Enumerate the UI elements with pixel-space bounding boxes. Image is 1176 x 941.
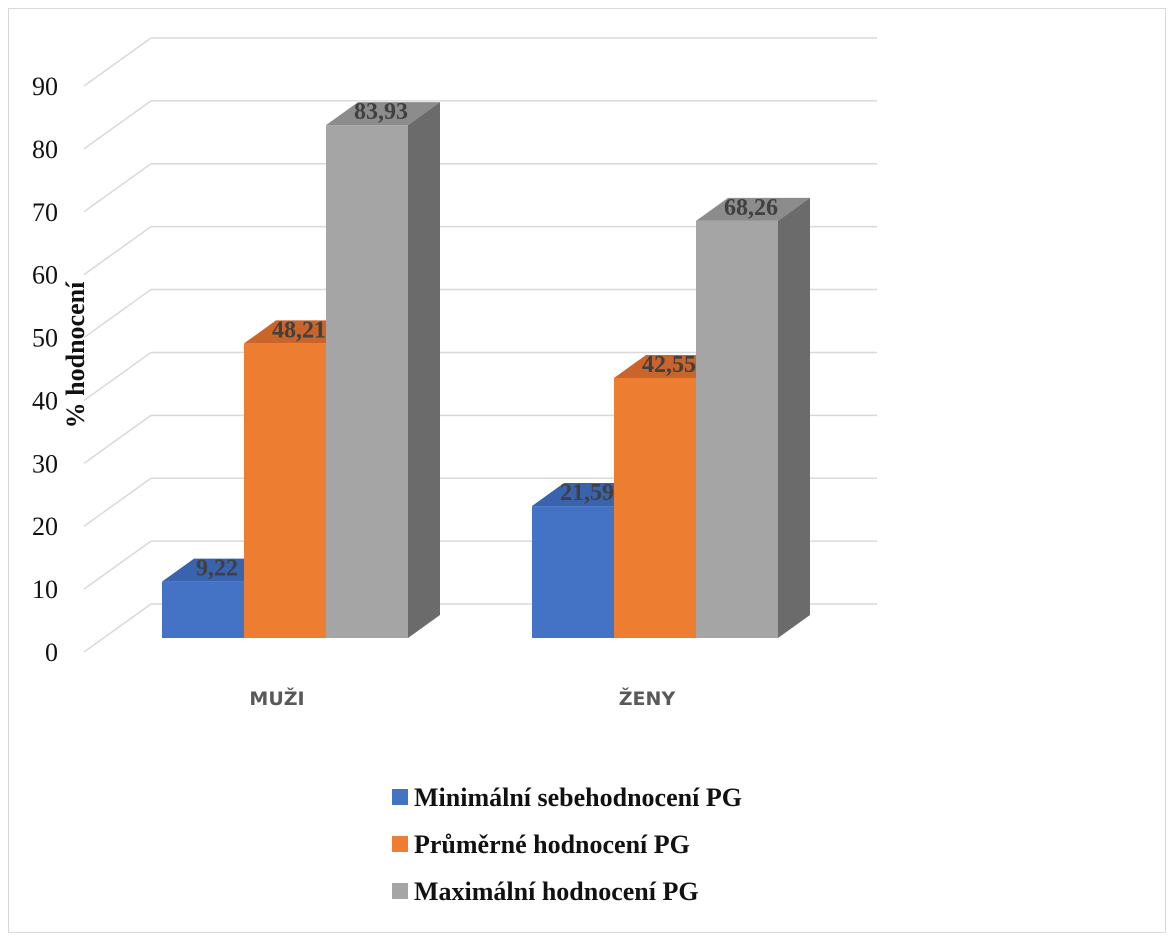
legend-entry: Minimální sebehodnocení PG xyxy=(414,783,742,812)
bar-top-face xyxy=(696,197,810,221)
y-tick-label: 60 xyxy=(32,261,58,290)
legend-entry: Průměrné hodnocení PG xyxy=(414,830,690,859)
data-label: 42,55 xyxy=(642,352,696,378)
gridline-diagonal xyxy=(83,540,152,590)
gridline-diagonal xyxy=(83,603,152,653)
y-tick-label: 70 xyxy=(32,198,58,227)
y-axis-label: % hodnocení xyxy=(61,281,90,428)
chart-frame xyxy=(8,8,1166,933)
data-labels: 9,22 48,21 83,93 21,59 42,55 68,26 xyxy=(196,99,778,582)
y-tick-label: 50 xyxy=(32,324,58,353)
bar-side-face xyxy=(408,102,440,639)
category-label: MUŽI xyxy=(249,687,304,710)
y-tick-label: 40 xyxy=(32,386,58,415)
bars-layer xyxy=(162,102,810,639)
gridline-diagonal xyxy=(83,351,152,402)
legend-swatch xyxy=(392,883,408,899)
y-tick-label: 20 xyxy=(32,512,58,541)
category-labels: MUŽI ŽENY xyxy=(249,687,675,710)
bar xyxy=(614,377,696,638)
data-label: 48,21 xyxy=(272,317,326,343)
bar xyxy=(244,343,326,638)
legend-swatch xyxy=(392,789,408,805)
gridline-diagonal xyxy=(83,226,152,276)
y-axis-ticks: 0 10 20 30 40 50 60 70 80 90 xyxy=(32,72,58,667)
legend-entry: Maximální hodnocení PG xyxy=(414,877,699,906)
y-tick-label: 0 xyxy=(45,638,58,667)
bar xyxy=(532,506,614,638)
y-tick-label: 30 xyxy=(32,449,58,478)
data-label: 21,59 xyxy=(560,480,614,506)
bar xyxy=(696,220,778,638)
y-tick-label: 80 xyxy=(32,135,58,164)
bar xyxy=(326,125,408,639)
data-label: 68,26 xyxy=(724,195,778,221)
gridline-diagonal xyxy=(83,414,152,464)
y-tick-label: 90 xyxy=(32,72,58,101)
legend: Minimální sebehodnocení PG Průměrné hodno… xyxy=(392,783,742,906)
category-label: ŽENY xyxy=(619,687,676,710)
data-label: 9,22 xyxy=(196,556,238,582)
gridline-diagonal xyxy=(83,100,152,150)
bar-top-face xyxy=(326,102,440,126)
y-tick-label: 10 xyxy=(32,575,58,604)
gridline-diagonal xyxy=(83,288,152,339)
data-label: 83,93 xyxy=(354,99,408,125)
gridline-diagonal xyxy=(83,37,152,87)
bar xyxy=(162,581,244,638)
legend-swatch xyxy=(392,836,408,852)
gridline-diagonal xyxy=(83,477,152,527)
gridline-diagonal xyxy=(83,163,152,213)
bar-side-face xyxy=(778,197,810,638)
